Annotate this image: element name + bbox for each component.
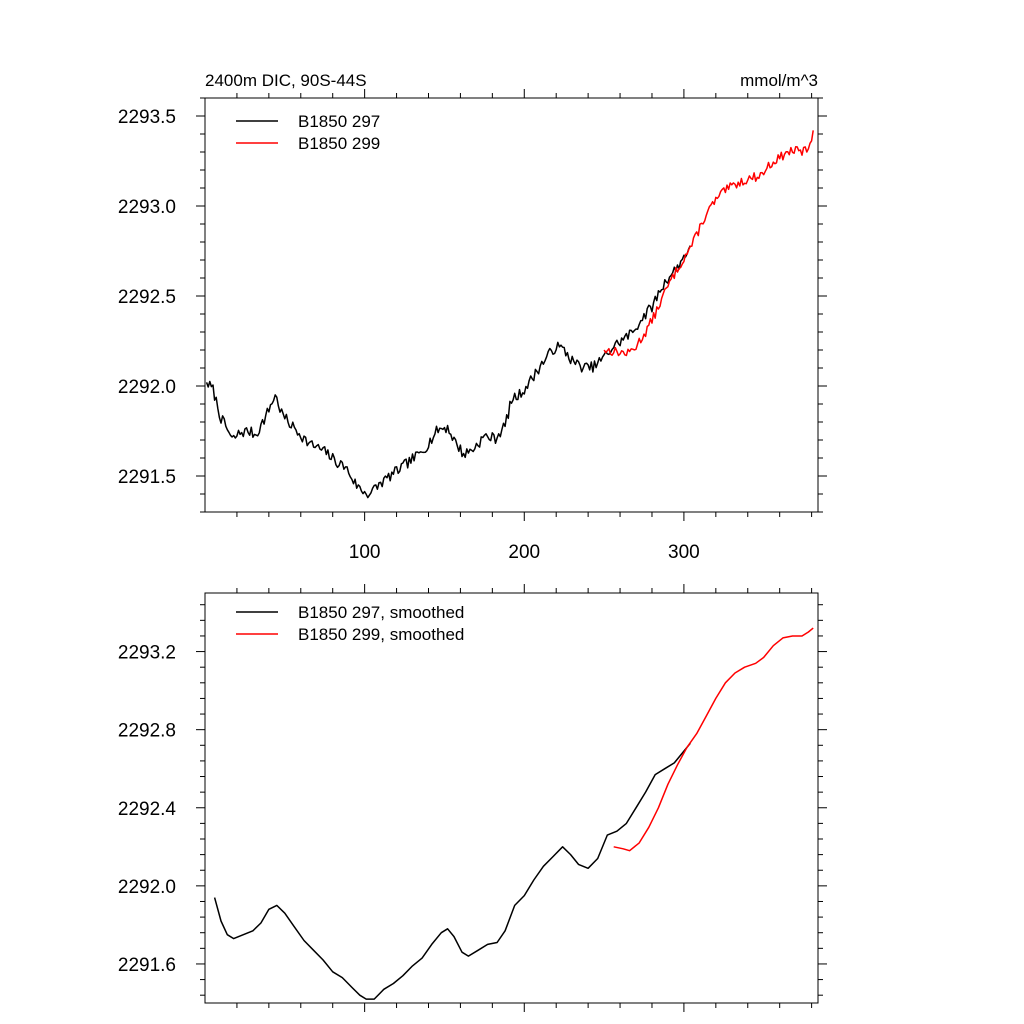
top-ytick-label-3: 2293.0 [118, 197, 176, 218]
top-plot-frame [204, 97, 819, 513]
bottom-ytick-label-3: 2292.8 [118, 721, 176, 742]
top-series-line-1 [603, 130, 814, 357]
top-legend-label-1: B1850 299 [298, 134, 380, 153]
bottom-legend: B1850 297, smoothed B1850 299, smoothed [236, 603, 464, 644]
bottom-legend-label-1: B1850 299, smoothed [298, 625, 464, 644]
top-chart-title: 2400m DIC, 90S-44S [205, 71, 367, 90]
bottom-ytick-label-4: 2293.2 [118, 643, 176, 664]
bottom-ytick-label-0: 2291.6 [118, 955, 176, 976]
top-xtick-label-100: 100 [349, 542, 381, 563]
top-ytick-label-2: 2292.5 [118, 287, 176, 308]
top-ytick-label-1: 2292.0 [118, 377, 176, 398]
top-panel: 2400m DIC, 90S-44S mmol/m^3 B1850 297 B1… [118, 71, 827, 563]
top-legend-label-0: B1850 297 [298, 112, 380, 131]
bottom-series-line-0 [213, 742, 691, 1000]
top-ytick-label-0: 2291.5 [118, 467, 176, 488]
bottom-ytick-label-2: 2292.4 [118, 799, 177, 820]
top-xtick-label-200: 200 [508, 542, 540, 563]
top-xtick-label-300: 300 [668, 542, 700, 563]
top-series-line-0 [205, 245, 691, 499]
top-legend: B1850 297 B1850 299 [236, 112, 380, 153]
top-ytick-label-4: 2293.5 [118, 107, 176, 128]
bottom-plot-frame [204, 592, 819, 1004]
bottom-ytick-label-1: 2292.0 [118, 877, 176, 898]
bottom-panel: B1850 297, smoothed B1850 299, smoothed … [118, 584, 827, 1012]
top-chart-units: mmol/m^3 [740, 71, 818, 90]
bottom-legend-label-0: B1850 297, smoothed [298, 603, 464, 622]
bottom-series-line-1 [613, 627, 814, 852]
